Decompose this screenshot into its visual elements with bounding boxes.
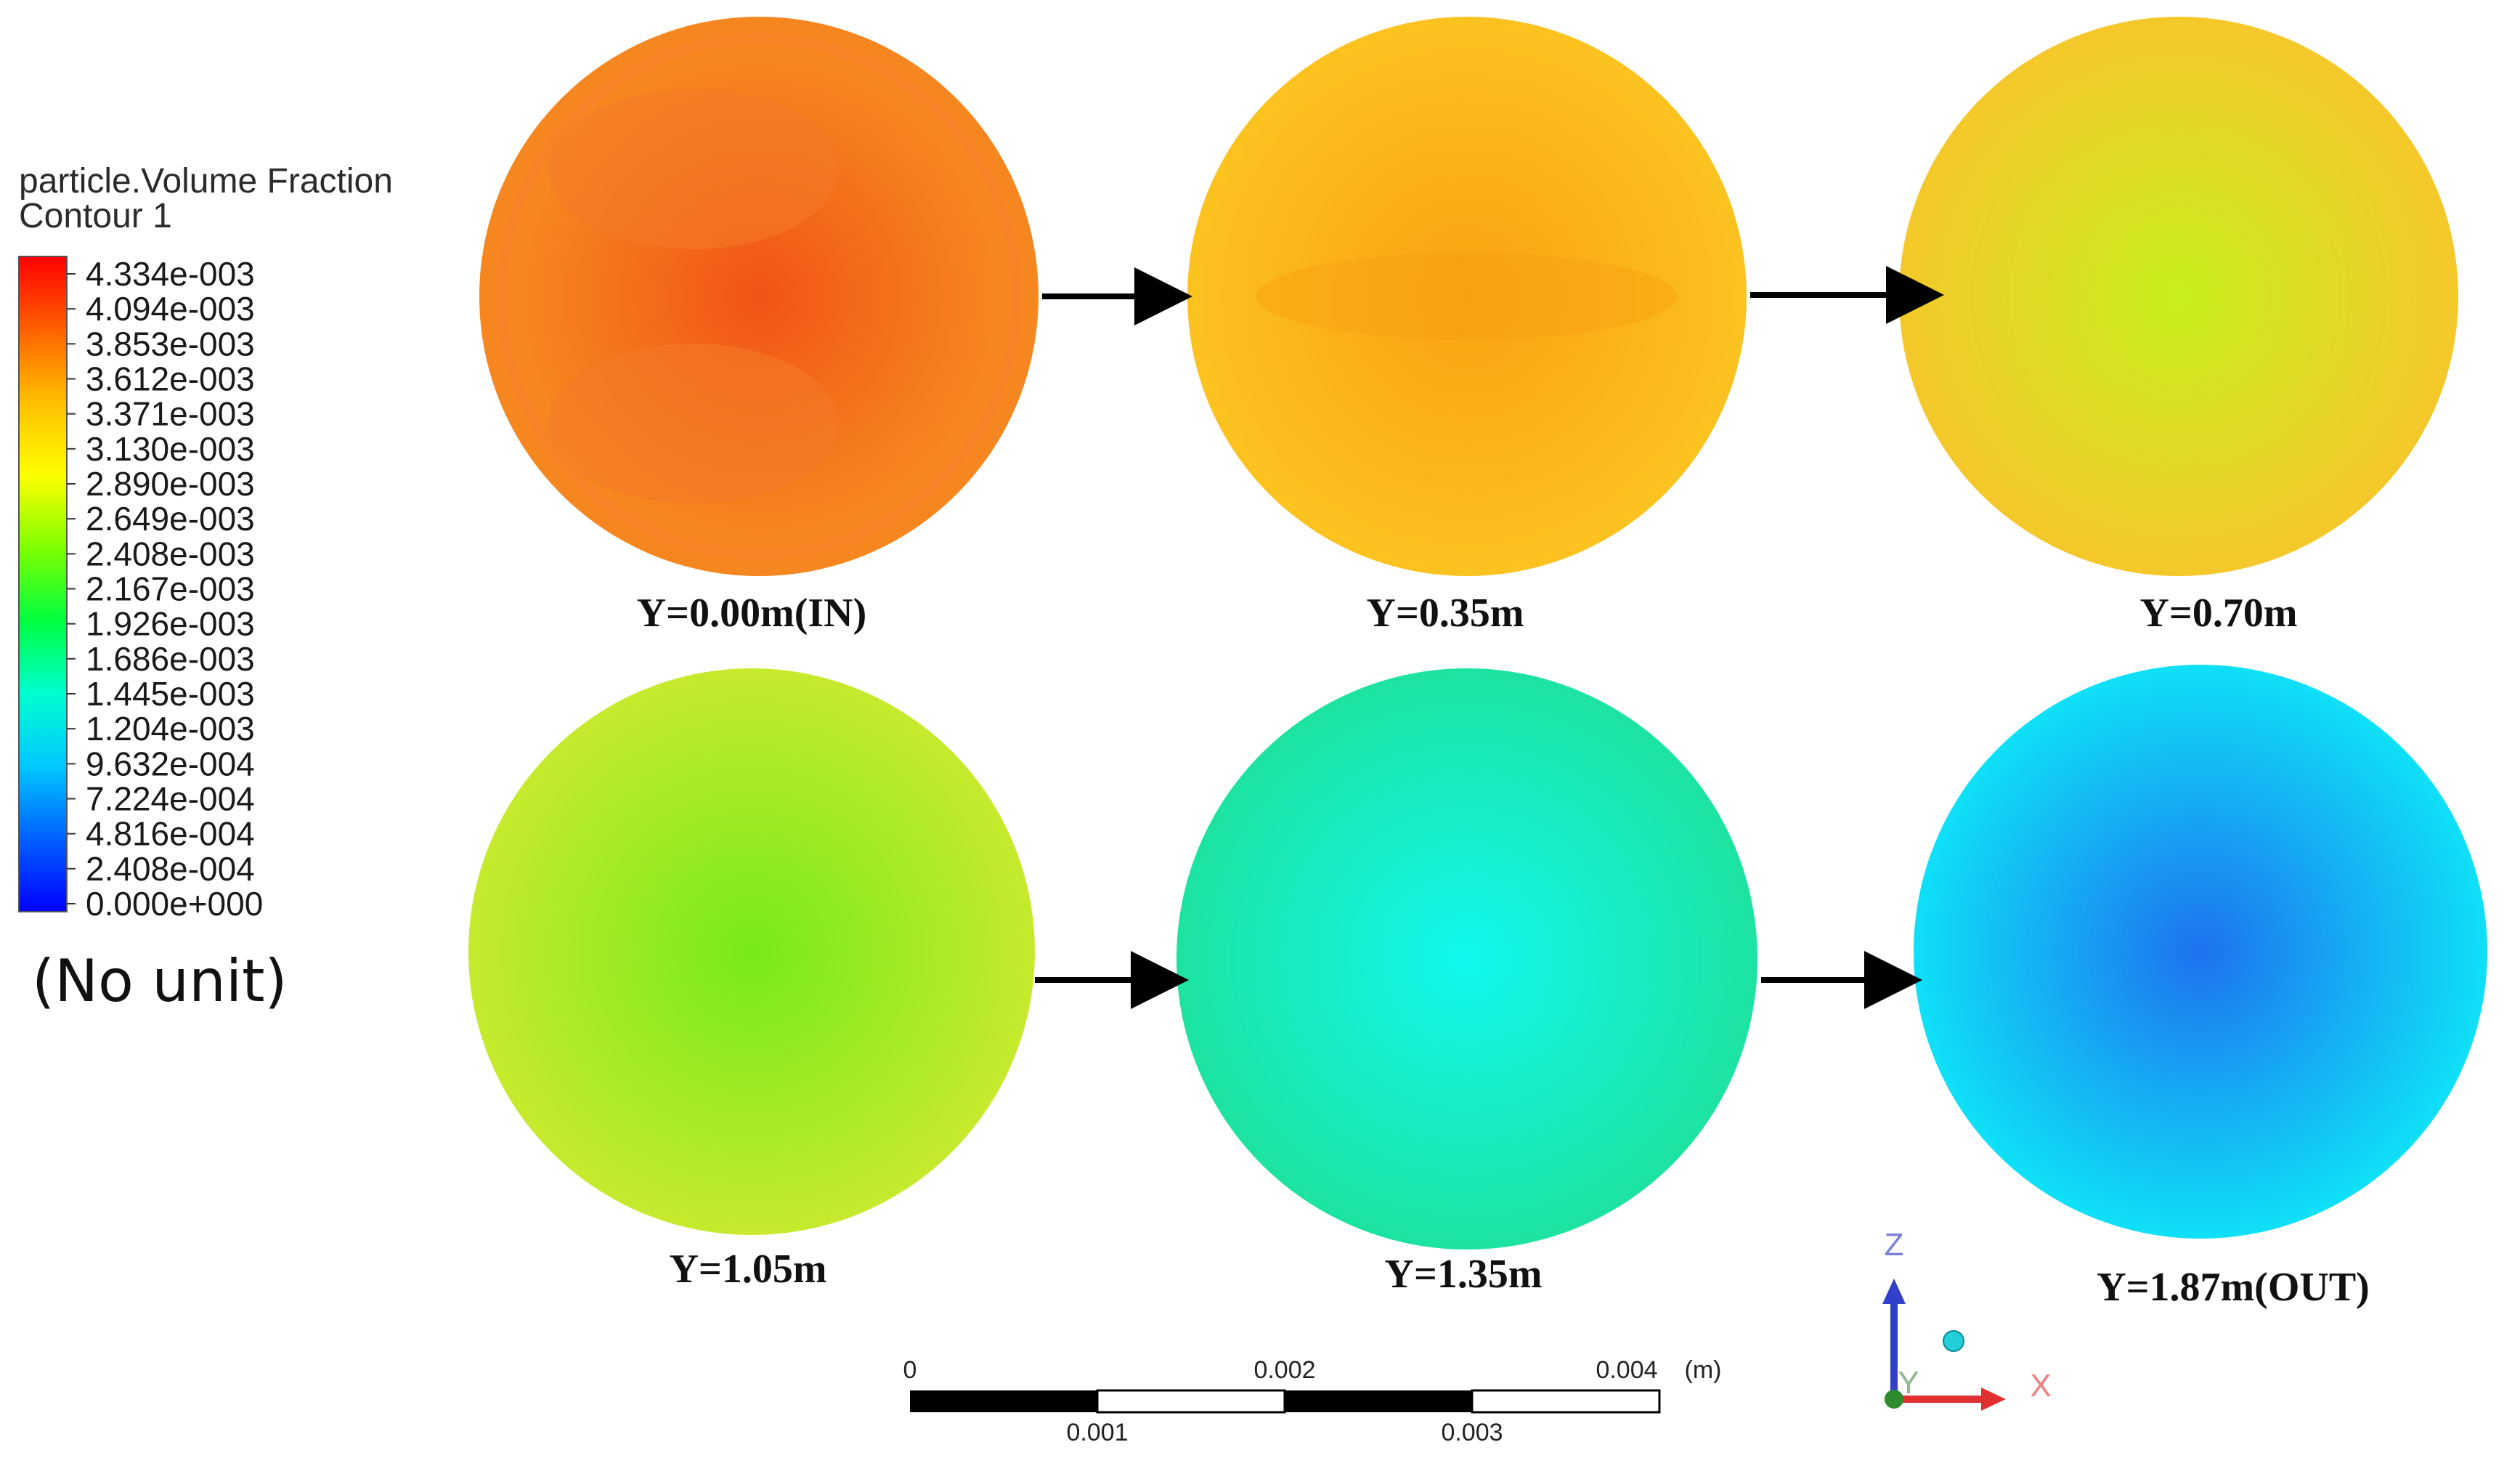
plane-label: Y=0.70m [2140,591,2298,636]
legend-tick-group: 4.334e-0034.094e-0033.853e-0033.612e-003… [67,255,263,923]
plane-label: Y=0.00m(IN) [637,591,867,636]
legend-tick-label: 4.334e-003 [86,255,255,293]
legend-tick-label: 3.130e-003 [86,430,255,468]
flow-arrows [1035,266,1944,1009]
scale-segment-3 [1285,1390,1472,1412]
legend-subtitle: Contour 1 [19,197,172,235]
axes-triad: Z X Y [1882,1227,2052,1411]
scale-label-0003: 0.003 [1441,1419,1503,1446]
scale-segment-4 [1471,1389,1661,1414]
x-axis-head [1981,1388,2006,1411]
z-axis-label: Z [1885,1227,1904,1263]
y-axis-label: Y [1898,1365,1919,1401]
plane-label: Y=1.87m(OUT) [2097,1265,2370,1310]
legend-tick-label: 0.000e+000 [86,885,263,923]
legend-tick-label: 2.408e-003 [86,535,255,572]
cross-section-plane: Y=1.87m(OUT) [1914,665,2487,1310]
plane-label: Y=1.05m [670,1247,827,1292]
legend-tick-label: 2.167e-003 [86,570,255,608]
legend-tick-label: 3.371e-003 [86,395,255,433]
cross-section-plane: Y=0.00m(IN) [479,17,1039,636]
plane-label: Y=1.35m [1385,1252,1543,1297]
plane-disc [1176,668,1757,1250]
scale-label-0: 0 [903,1356,917,1384]
plane-disc [1899,17,2458,576]
colorbar-legend: particle.Volume Fraction Contour 1 4.334… [18,162,393,1015]
scale-segment-1 [910,1390,1097,1412]
core-band [1256,253,1678,340]
scale-label-0002: 0.002 [1253,1356,1315,1384]
edge-ring [496,33,1022,559]
scale-label-0001: 0.001 [1066,1419,1128,1446]
legend-tick-label: 3.612e-003 [86,360,255,398]
legend-tick-label: 2.649e-003 [86,500,255,538]
legend-tick-label: 4.094e-003 [86,290,255,328]
plane-label: Y=0.35m [1367,591,1524,636]
legend-tick-label: 7.224e-004 [86,780,255,818]
legend-tick-label: 2.890e-003 [86,465,255,503]
y-axis-origin [1885,1390,1903,1409]
x-axis-label: X [2030,1368,2051,1404]
scale-segment-2 [1096,1389,1286,1414]
cross-section-plane: Y=0.70m [1899,17,2458,636]
flow-lobe-lower [548,344,839,503]
cross-section-plane: Y=1.05m [468,668,1035,1292]
legend-tick-label: 3.853e-003 [86,325,255,363]
legend-tick-label: 4.816e-004 [86,815,255,853]
legend-tick-label: 9.632e-004 [86,745,255,782]
legend-tick-label: 1.445e-003 [86,675,255,713]
flow-lobe-upper [548,89,839,249]
unit-note: (No unit) [32,947,288,1015]
scale-label-0004: 0.004 [1596,1356,1657,1384]
legend-title: particle.Volume Fraction [19,162,393,201]
cross-section-planes: Y=0.00m(IN) Y=0.35m Y=0.70m Y=1.05m Y=1.35m Y… [468,17,2487,1310]
cross-section-plane: Y=0.35m [1187,17,1747,636]
scale-unit: (m) [1685,1356,1722,1384]
legend-tick-label: 1.686e-003 [86,640,255,678]
legend-tick-label: 2.408e-004 [86,850,255,888]
legend-tick-label: 1.204e-003 [86,710,255,748]
colorbar-gradient [18,256,68,912]
plane-disc [468,668,1035,1235]
plane-disc [1914,665,2487,1239]
scale-bar: 0 0.002 0.004 (m) 0.001 0.003 [903,1356,1722,1446]
z-axis-head [1882,1279,1906,1304]
legend-tick-label: 1.926e-003 [86,605,255,643]
plane-disc [1187,17,1747,576]
triad-sphere-icon [1943,1330,1964,1352]
cross-section-plane: Y=1.35m [1176,668,1757,1297]
